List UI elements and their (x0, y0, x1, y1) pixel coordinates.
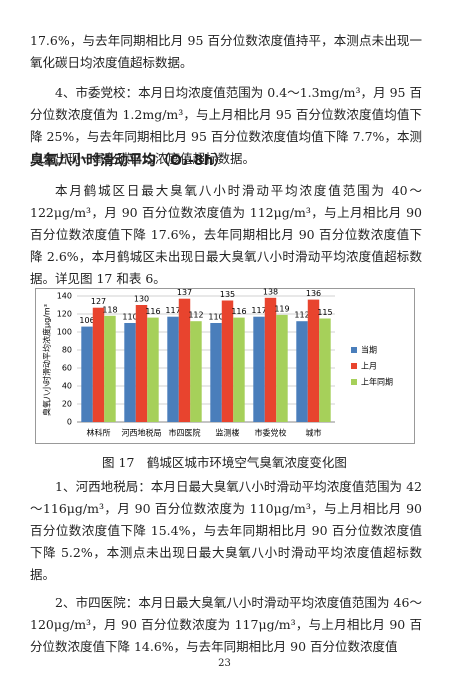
legend-swatch (351, 363, 357, 369)
data-label: 106 (79, 316, 94, 325)
x-tick-label: 城市 (306, 428, 322, 438)
paragraph: 4、市委党校：本月日均浓度值范围为 0.4～1.3mg/m³，月 95 百分位数… (30, 85, 422, 166)
x-tick-label: 林科所 (87, 428, 111, 438)
data-label: 110 (208, 313, 223, 322)
data-label: 118 (102, 305, 117, 314)
data-label: 119 (274, 304, 289, 313)
paragraph: 2、市四医院：本月日最大臭氧八小时滑动平均浓度值范围为 46～120μg/m³，… (30, 595, 422, 654)
heading: 臭氧八小时滑动平均（O₃-8h） (30, 153, 228, 169)
page-number: 23 (218, 658, 231, 669)
bar (167, 316, 179, 422)
bar (147, 317, 159, 422)
data-label: 138 (263, 288, 278, 296)
top-text: 17.6%，与去年同期相比月 95 百分位数浓度值持平，本测点未出现一氧化碳日均… (30, 30, 422, 170)
bar (296, 321, 308, 422)
data-label: 115 (317, 308, 332, 317)
data-label: 117 (251, 306, 266, 315)
legend-label: 上年同期 (361, 377, 393, 387)
bar (92, 307, 105, 422)
bar (233, 317, 245, 422)
paragraph: 17.6%，与去年同期相比月 95 百分位数浓度值持平，本测点未出现一氧化碳日均… (30, 33, 422, 70)
y-tick-label: 140 (57, 292, 72, 301)
x-tick-label: 市四医院 (169, 428, 201, 438)
data-label: 135 (220, 290, 235, 299)
bar (81, 326, 93, 422)
data-label: 112 (188, 311, 203, 320)
y-tick-label: 0 (67, 418, 72, 427)
data-label: 137 (177, 288, 192, 297)
x-tick-label: 监测楼 (216, 428, 240, 438)
y-axis-label: 臭氧八小时滑动平均浓度μg/m³ (42, 304, 52, 416)
legend-swatch (351, 347, 357, 353)
bar (124, 323, 136, 422)
legend-label: 当期 (361, 345, 377, 355)
bar (221, 300, 234, 422)
data-label: 136 (306, 289, 321, 298)
paragraph: 1、河西地税局：本月日最大臭氧八小时滑动平均浓度值范围为 42～116μg/m³… (30, 479, 422, 582)
y-tick-label: 60 (62, 364, 72, 373)
y-tick-label: 40 (62, 382, 72, 391)
bar (253, 316, 265, 422)
figure-caption: 图 17 鹤城区城市环境空气臭氧浓度变化图 (102, 455, 347, 470)
bar (190, 321, 202, 422)
data-label: 130 (134, 295, 149, 304)
data-label: 110 (122, 313, 137, 322)
y-tick-label: 80 (62, 346, 72, 355)
legend-swatch (351, 379, 357, 385)
y-tick-label: 20 (62, 400, 72, 409)
bar (178, 298, 191, 422)
y-tick-label: 100 (57, 328, 72, 337)
bar (276, 314, 288, 422)
x-tick-label: 河西地税局 (122, 428, 162, 438)
bottom-text: 1、河西地税局：本月日最大臭氧八小时滑动平均浓度值范围为 42～116μg/m³… (30, 476, 422, 658)
chart: 臭氧八小时滑动平均浓度μg/m³ 0 20 40 60 80 100 120 140 林科所 10… (35, 288, 415, 444)
legend-label: 上月 (361, 362, 377, 371)
bar (210, 323, 222, 422)
bar (307, 299, 320, 422)
bar (104, 315, 116, 422)
x-tick-label: 市委党校 (255, 428, 287, 438)
data-label: 127 (91, 297, 106, 306)
bar (319, 318, 331, 422)
data-label: 112 (294, 311, 309, 320)
bar (264, 297, 277, 422)
bar (135, 305, 148, 422)
data-label: 116 (231, 307, 246, 316)
y-tick-label: 120 (57, 310, 72, 319)
data-label: 116 (145, 307, 160, 316)
intro-text: 本月鹤城区日最大臭氧八小时滑动平均浓度值范围为 40～122μg/m³，月 90… (30, 180, 422, 290)
paragraph: 本月鹤城区日最大臭氧八小时滑动平均浓度值范围为 40～122μg/m³，月 90… (30, 183, 422, 286)
data-label: 117 (165, 306, 180, 315)
